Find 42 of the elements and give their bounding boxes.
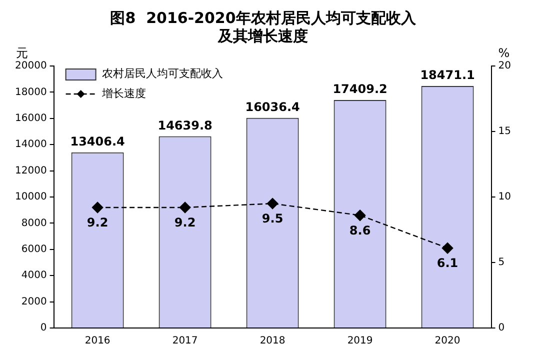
point	[354, 210, 366, 221]
y-tick-label: 10000	[15, 192, 47, 203]
point	[179, 202, 191, 214]
point	[266, 198, 278, 210]
legend-label: 增长速度	[100, 86, 146, 100]
x-tick-label: 2016	[84, 336, 110, 347]
data-label: 17409.2	[332, 82, 388, 96]
chart-title: 图8 2016-2020年农村居民人均可支配收入	[110, 8, 417, 27]
y2-tick-label: 0	[498, 322, 505, 334]
y-tick-label: 20000	[15, 60, 47, 72]
y-tick-label: 12000	[15, 165, 47, 176]
data-label: 18471.1	[420, 68, 475, 82]
data-label: 16036.4	[245, 100, 300, 114]
y2-tick-label: 20	[498, 60, 512, 72]
x-tick-label: 2020	[434, 336, 460, 347]
y-tick-label: 4000	[21, 270, 47, 282]
legend-label: 农村居民人均可支配收入	[102, 66, 223, 80]
y-tick-label: 8000	[21, 218, 47, 229]
y2-tick-label: 5	[498, 257, 505, 268]
y-tick-label: 16000	[15, 112, 47, 124]
chart-subtitle: 及其增长速度	[217, 26, 308, 45]
y-tick-label: 0	[40, 322, 47, 334]
data-label: 6.1	[436, 256, 458, 270]
y2-axis-title: %	[498, 46, 510, 60]
data-label: 14639.8	[158, 118, 212, 132]
data-label: 13406.4	[70, 134, 125, 148]
point	[92, 202, 104, 214]
x-tick-label: 2018	[260, 336, 286, 347]
y-tick-label: 18000	[15, 86, 47, 98]
data-label: 9.2	[174, 216, 196, 230]
y2-tick-label: 15	[498, 126, 512, 138]
x-tick-label: 2017	[172, 336, 198, 347]
data-label: 9.5	[262, 212, 284, 226]
y-tick-label: 14000	[15, 139, 47, 150]
y2-tick-label: 10	[498, 192, 512, 203]
data-label: 8.6	[349, 223, 371, 238]
data-label: 9.2	[86, 216, 108, 230]
y-tick-label: 6000	[21, 244, 47, 255]
point	[442, 242, 454, 254]
x-tick-label: 2019	[347, 336, 373, 347]
y-axis-title: 元	[16, 46, 28, 60]
y-tick-label: 2000	[21, 296, 47, 308]
